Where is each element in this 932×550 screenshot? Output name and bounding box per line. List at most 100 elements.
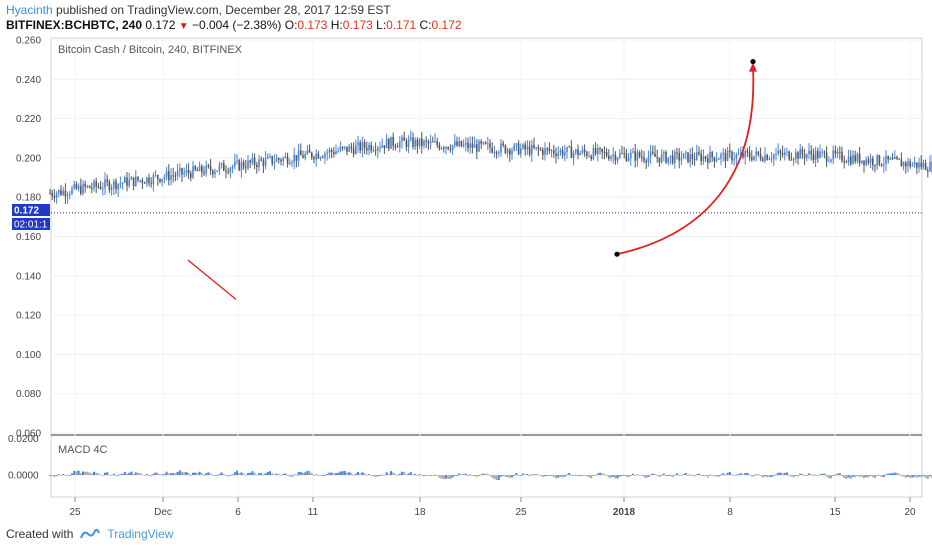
candle-body (654, 153, 656, 157)
candle-body (291, 162, 293, 164)
candle-body (803, 154, 806, 158)
candle-body (355, 145, 357, 155)
candle-body (889, 158, 892, 160)
candle-body (786, 151, 788, 153)
candle-body (51, 193, 53, 196)
candle-body (297, 150, 300, 161)
candle-body (361, 142, 364, 151)
candle-body (458, 140, 460, 146)
candle-body (792, 159, 795, 161)
candle-body (77, 185, 80, 189)
candle-body (531, 144, 533, 155)
candle-body (256, 164, 258, 168)
candle-body (852, 155, 854, 164)
candle-body (722, 152, 724, 155)
candle-body (823, 151, 826, 153)
candle-body (137, 176, 139, 181)
candle-body (801, 149, 804, 155)
candle-body (839, 151, 841, 153)
candle-body (834, 150, 837, 154)
candle-body (572, 152, 575, 158)
candle-body (704, 156, 707, 159)
candle-body (152, 175, 155, 185)
price-chart[interactable]: 0.0600.0800.1000.1200.1400.1600.1800.200… (0, 0, 932, 520)
author-link[interactable]: Hyacinth (6, 3, 53, 17)
candle-body (306, 149, 309, 154)
candle-body (438, 144, 441, 149)
candle-body (405, 140, 408, 148)
candle-body (669, 155, 672, 158)
candle-body (121, 182, 124, 184)
candle-body (799, 149, 801, 159)
candle-body (759, 154, 762, 160)
candle-body (113, 181, 115, 188)
candle-body (55, 193, 58, 198)
candle-body (614, 154, 617, 161)
candle-body (724, 152, 727, 162)
candle-body (317, 153, 320, 159)
candle-body (482, 142, 485, 144)
candle-body (876, 155, 878, 166)
candle-body (220, 163, 223, 166)
candle-body (781, 153, 784, 156)
candle-body (678, 152, 680, 161)
candle-body (269, 156, 271, 158)
candle-body (561, 150, 564, 156)
candle-body (308, 149, 311, 153)
candle-body (709, 151, 711, 163)
candle-body (790, 159, 793, 161)
candle-body (157, 175, 159, 179)
candle-body (341, 146, 344, 148)
candle-body (874, 164, 876, 166)
candle-body (524, 144, 526, 150)
candle-body (66, 195, 69, 197)
candle-body (190, 173, 192, 178)
candle-body (410, 137, 412, 140)
candle-body (867, 159, 870, 163)
candle-body (920, 162, 922, 167)
candle-body (526, 146, 529, 150)
candle-body (86, 185, 89, 187)
candle-body (348, 146, 350, 152)
candle-body (163, 177, 166, 179)
candle-body (579, 152, 581, 156)
candle-body (412, 137, 414, 148)
candle-body (495, 152, 498, 154)
candle-body (667, 157, 669, 163)
candle-body (590, 156, 592, 159)
candle-body (682, 153, 685, 159)
candle-body (467, 142, 469, 149)
candle-body (471, 143, 474, 148)
candle-body (764, 154, 766, 161)
candle-body (597, 147, 599, 154)
candle-body (267, 156, 269, 159)
candle-body (632, 151, 634, 153)
candle-body (566, 146, 568, 153)
candle-body (858, 153, 861, 164)
candle-body (676, 152, 678, 154)
candle-body (911, 164, 914, 167)
symbol-label: BITFINEX:BCHBTC, 240 (6, 18, 143, 32)
candle-body (630, 152, 632, 159)
candle-body (658, 157, 661, 163)
candle-body (656, 156, 658, 158)
candle-body (286, 156, 289, 164)
candle-body (737, 154, 740, 156)
candle-body (383, 145, 386, 149)
candle-body (819, 151, 821, 158)
candle-body (462, 144, 465, 147)
candle-body (174, 175, 177, 177)
candle-body (159, 178, 161, 182)
last-price: 0.172 (145, 18, 176, 32)
candle-body (795, 152, 797, 160)
candle-body (370, 144, 372, 151)
candle-body (262, 160, 265, 166)
candle-body (251, 157, 254, 163)
candle-body (581, 149, 584, 153)
candle-body (520, 148, 522, 155)
candle-body (913, 162, 916, 165)
open-value: 0.173 (297, 18, 328, 32)
open-label: O: (284, 18, 298, 32)
candle-body (293, 155, 295, 163)
candle-body (638, 152, 641, 157)
